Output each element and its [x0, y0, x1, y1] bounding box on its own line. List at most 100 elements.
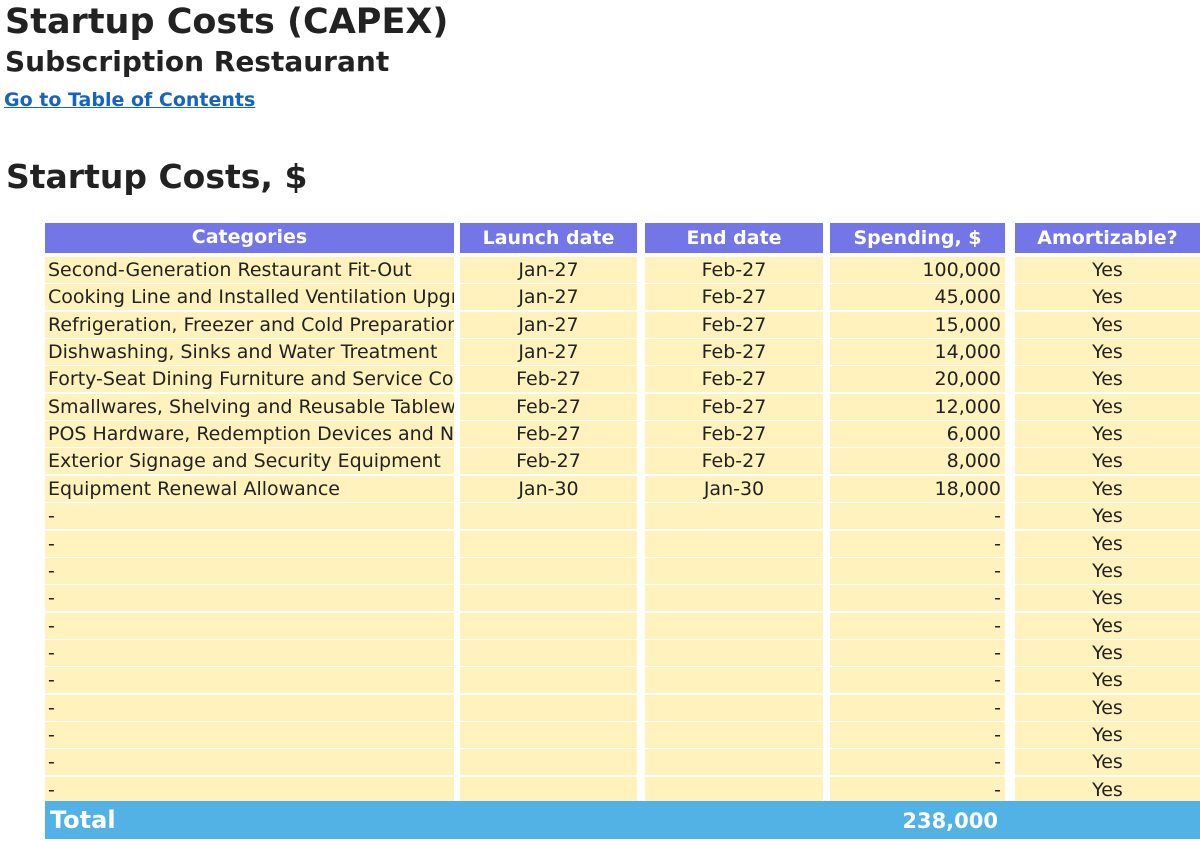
amortizable-cell[interactable]: Yes: [1015, 366, 1200, 392]
spending-cell[interactable]: -: [830, 777, 1005, 803]
end-date-cell[interactable]: [645, 777, 823, 803]
category-cell[interactable]: -: [45, 667, 454, 693]
launch-date-cell[interactable]: Feb-27: [460, 366, 637, 392]
spending-cell[interactable]: -: [830, 722, 1005, 748]
launch-date-cell[interactable]: Jan-27: [460, 339, 637, 365]
amortizable-cell[interactable]: Yes: [1015, 749, 1200, 775]
end-date-cell[interactable]: [645, 722, 823, 748]
spending-cell[interactable]: 20,000: [830, 366, 1005, 392]
category-cell[interactable]: -: [45, 722, 454, 748]
end-date-cell[interactable]: Feb-27: [645, 284, 823, 310]
end-date-cell[interactable]: [645, 749, 823, 775]
amortizable-cell[interactable]: Yes: [1015, 640, 1200, 666]
end-date-cell[interactable]: [645, 695, 823, 721]
spending-cell[interactable]: -: [830, 558, 1005, 584]
end-date-cell[interactable]: [645, 667, 823, 693]
amortizable-cell[interactable]: Yes: [1015, 585, 1200, 611]
end-date-cell[interactable]: Feb-27: [645, 448, 823, 474]
category-cell[interactable]: -: [45, 558, 454, 584]
spending-cell[interactable]: 15,000: [830, 312, 1005, 338]
spending-cell[interactable]: -: [830, 531, 1005, 557]
amortizable-cell[interactable]: Yes: [1015, 558, 1200, 584]
spending-cell[interactable]: -: [830, 640, 1005, 666]
amortizable-cell[interactable]: Yes: [1015, 722, 1200, 748]
end-date-cell[interactable]: Feb-27: [645, 394, 823, 420]
spending-cell[interactable]: -: [830, 585, 1005, 611]
amortizable-cell[interactable]: Yes: [1015, 257, 1200, 283]
launch-date-cell[interactable]: Jan-30: [460, 476, 637, 502]
category-cell[interactable]: -: [45, 640, 454, 666]
category-cell[interactable]: Equipment Renewal Allowance: [45, 476, 454, 502]
amortizable-cell[interactable]: Yes: [1015, 695, 1200, 721]
category-cell[interactable]: -: [45, 531, 454, 557]
launch-date-cell[interactable]: [460, 558, 637, 584]
category-cell[interactable]: POS Hardware, Redemption Devices and Net…: [45, 421, 454, 447]
spending-cell[interactable]: -: [830, 695, 1005, 721]
end-date-cell[interactable]: [645, 531, 823, 557]
end-date-cell[interactable]: [645, 585, 823, 611]
launch-date-cell[interactable]: Jan-27: [460, 257, 637, 283]
launch-date-cell[interactable]: [460, 722, 637, 748]
spending-cell[interactable]: 14,000: [830, 339, 1005, 365]
amortizable-cell[interactable]: Yes: [1015, 503, 1200, 529]
end-date-cell[interactable]: [645, 640, 823, 666]
launch-date-cell[interactable]: Feb-27: [460, 394, 637, 420]
category-cell[interactable]: Refrigeration, Freezer and Cold Preparat…: [45, 312, 454, 338]
end-date-cell[interactable]: Feb-27: [645, 339, 823, 365]
launch-date-cell[interactable]: [460, 695, 637, 721]
category-cell[interactable]: -: [45, 695, 454, 721]
launch-date-cell[interactable]: [460, 613, 637, 639]
amortizable-cell[interactable]: Yes: [1015, 448, 1200, 474]
launch-date-cell[interactable]: [460, 531, 637, 557]
amortizable-cell[interactable]: Yes: [1015, 667, 1200, 693]
spending-cell[interactable]: 45,000: [830, 284, 1005, 310]
spending-cell[interactable]: 8,000: [830, 448, 1005, 474]
launch-date-cell[interactable]: [460, 640, 637, 666]
category-cell[interactable]: Smallwares, Shelving and Reusable Tablew…: [45, 394, 454, 420]
category-cell[interactable]: -: [45, 613, 454, 639]
amortizable-cell[interactable]: Yes: [1015, 476, 1200, 502]
spending-cell[interactable]: -: [830, 749, 1005, 775]
launch-date-cell[interactable]: [460, 667, 637, 693]
spending-cell[interactable]: 18,000: [830, 476, 1005, 502]
amortizable-cell[interactable]: Yes: [1015, 339, 1200, 365]
end-date-cell[interactable]: [645, 558, 823, 584]
end-date-cell[interactable]: [645, 503, 823, 529]
launch-date-cell[interactable]: Jan-27: [460, 284, 637, 310]
end-date-cell[interactable]: [645, 613, 823, 639]
table-of-contents-link[interactable]: Go to Table of Contents: [4, 89, 256, 111]
launch-date-cell[interactable]: Feb-27: [460, 421, 637, 447]
launch-date-cell[interactable]: Feb-27: [460, 448, 637, 474]
category-cell[interactable]: Dishwashing, Sinks and Water Treatment: [45, 339, 454, 365]
amortizable-cell[interactable]: Yes: [1015, 531, 1200, 557]
spending-cell[interactable]: -: [830, 667, 1005, 693]
end-date-cell[interactable]: Feb-27: [645, 257, 823, 283]
amortizable-cell[interactable]: Yes: [1015, 421, 1200, 447]
spending-cell[interactable]: -: [830, 613, 1005, 639]
launch-date-cell[interactable]: [460, 585, 637, 611]
category-cell[interactable]: Exterior Signage and Security Equipment: [45, 448, 454, 474]
category-cell[interactable]: Cooking Line and Installed Ventilation U…: [45, 284, 454, 310]
spending-cell[interactable]: -: [830, 503, 1005, 529]
end-date-cell[interactable]: Feb-27: [645, 312, 823, 338]
category-cell[interactable]: -: [45, 749, 454, 775]
amortizable-cell[interactable]: Yes: [1015, 284, 1200, 310]
launch-date-cell[interactable]: [460, 503, 637, 529]
end-date-cell[interactable]: Feb-27: [645, 366, 823, 392]
category-cell[interactable]: -: [45, 585, 454, 611]
category-cell[interactable]: Second-Generation Restaurant Fit-Out: [45, 257, 454, 283]
category-cell[interactable]: -: [45, 503, 454, 529]
launch-date-cell[interactable]: [460, 777, 637, 803]
amortizable-cell[interactable]: Yes: [1015, 312, 1200, 338]
end-date-cell[interactable]: Jan-30: [645, 476, 823, 502]
end-date-cell[interactable]: Feb-27: [645, 421, 823, 447]
launch-date-cell[interactable]: [460, 749, 637, 775]
amortizable-cell[interactable]: Yes: [1015, 394, 1200, 420]
launch-date-cell[interactable]: Jan-27: [460, 312, 637, 338]
amortizable-cell[interactable]: Yes: [1015, 613, 1200, 639]
spending-cell[interactable]: 100,000: [830, 257, 1005, 283]
category-cell[interactable]: Forty-Seat Dining Furniture and Service …: [45, 366, 454, 392]
amortizable-cell[interactable]: Yes: [1015, 777, 1200, 803]
category-cell[interactable]: -: [45, 777, 454, 803]
spending-cell[interactable]: 12,000: [830, 394, 1005, 420]
